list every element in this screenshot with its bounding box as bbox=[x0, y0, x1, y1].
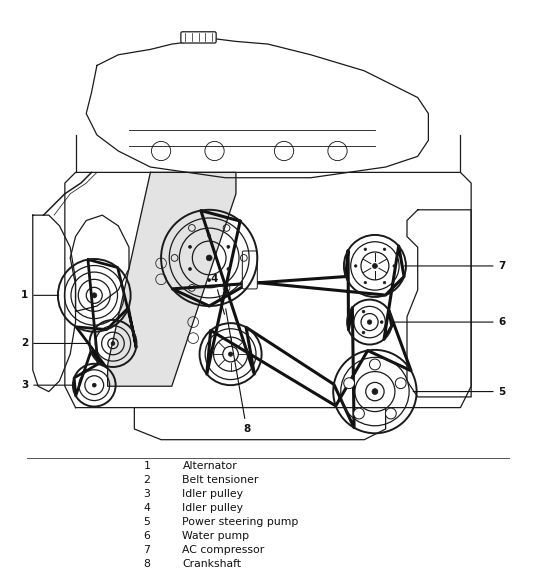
Circle shape bbox=[228, 352, 233, 356]
Text: AC compressor: AC compressor bbox=[182, 545, 265, 555]
Text: Power steering pump: Power steering pump bbox=[182, 517, 299, 527]
Text: 2: 2 bbox=[144, 476, 151, 485]
Text: Water pump: Water pump bbox=[182, 531, 250, 541]
Text: 3: 3 bbox=[21, 380, 73, 390]
Text: 4: 4 bbox=[211, 274, 225, 314]
Text: 5: 5 bbox=[413, 387, 506, 397]
Circle shape bbox=[354, 408, 364, 419]
Circle shape bbox=[111, 342, 115, 345]
Circle shape bbox=[92, 293, 97, 298]
Text: 7: 7 bbox=[404, 261, 506, 271]
Text: Alternator: Alternator bbox=[182, 462, 237, 472]
FancyBboxPatch shape bbox=[181, 32, 216, 43]
Text: 8: 8 bbox=[144, 559, 151, 569]
Circle shape bbox=[227, 267, 230, 270]
Circle shape bbox=[367, 320, 372, 324]
Text: 6: 6 bbox=[391, 317, 506, 327]
Circle shape bbox=[373, 263, 377, 269]
Polygon shape bbox=[65, 172, 471, 408]
Polygon shape bbox=[135, 408, 385, 440]
Circle shape bbox=[354, 264, 357, 267]
Circle shape bbox=[383, 248, 386, 251]
Text: 6: 6 bbox=[144, 531, 151, 541]
Circle shape bbox=[208, 234, 211, 237]
Circle shape bbox=[362, 310, 365, 313]
Text: 3: 3 bbox=[144, 489, 151, 499]
Text: 2: 2 bbox=[21, 339, 90, 349]
Text: 1: 1 bbox=[144, 462, 151, 472]
Circle shape bbox=[385, 408, 396, 419]
Circle shape bbox=[227, 245, 230, 248]
Circle shape bbox=[381, 321, 383, 324]
Text: Crankshaft: Crankshaft bbox=[182, 559, 241, 569]
Text: 5: 5 bbox=[144, 517, 151, 527]
Circle shape bbox=[344, 378, 355, 389]
Circle shape bbox=[206, 255, 212, 261]
Text: Idler pulley: Idler pulley bbox=[182, 503, 243, 513]
Circle shape bbox=[372, 389, 378, 394]
Circle shape bbox=[208, 278, 211, 281]
Polygon shape bbox=[33, 215, 76, 392]
Circle shape bbox=[364, 281, 367, 284]
Circle shape bbox=[383, 281, 386, 284]
Text: 8: 8 bbox=[226, 309, 250, 434]
Text: 4: 4 bbox=[144, 503, 151, 513]
Text: 1: 1 bbox=[21, 291, 59, 300]
Circle shape bbox=[362, 331, 365, 334]
Circle shape bbox=[395, 378, 406, 389]
Circle shape bbox=[364, 248, 367, 251]
Circle shape bbox=[189, 267, 191, 270]
Circle shape bbox=[393, 264, 396, 267]
Circle shape bbox=[369, 359, 381, 370]
Text: Belt tensioner: Belt tensioner bbox=[182, 476, 259, 485]
Polygon shape bbox=[108, 172, 236, 386]
Circle shape bbox=[189, 245, 191, 248]
Text: Idler pulley: Idler pulley bbox=[182, 489, 243, 499]
Text: 7: 7 bbox=[144, 545, 151, 555]
Circle shape bbox=[92, 383, 96, 387]
FancyBboxPatch shape bbox=[242, 251, 257, 289]
